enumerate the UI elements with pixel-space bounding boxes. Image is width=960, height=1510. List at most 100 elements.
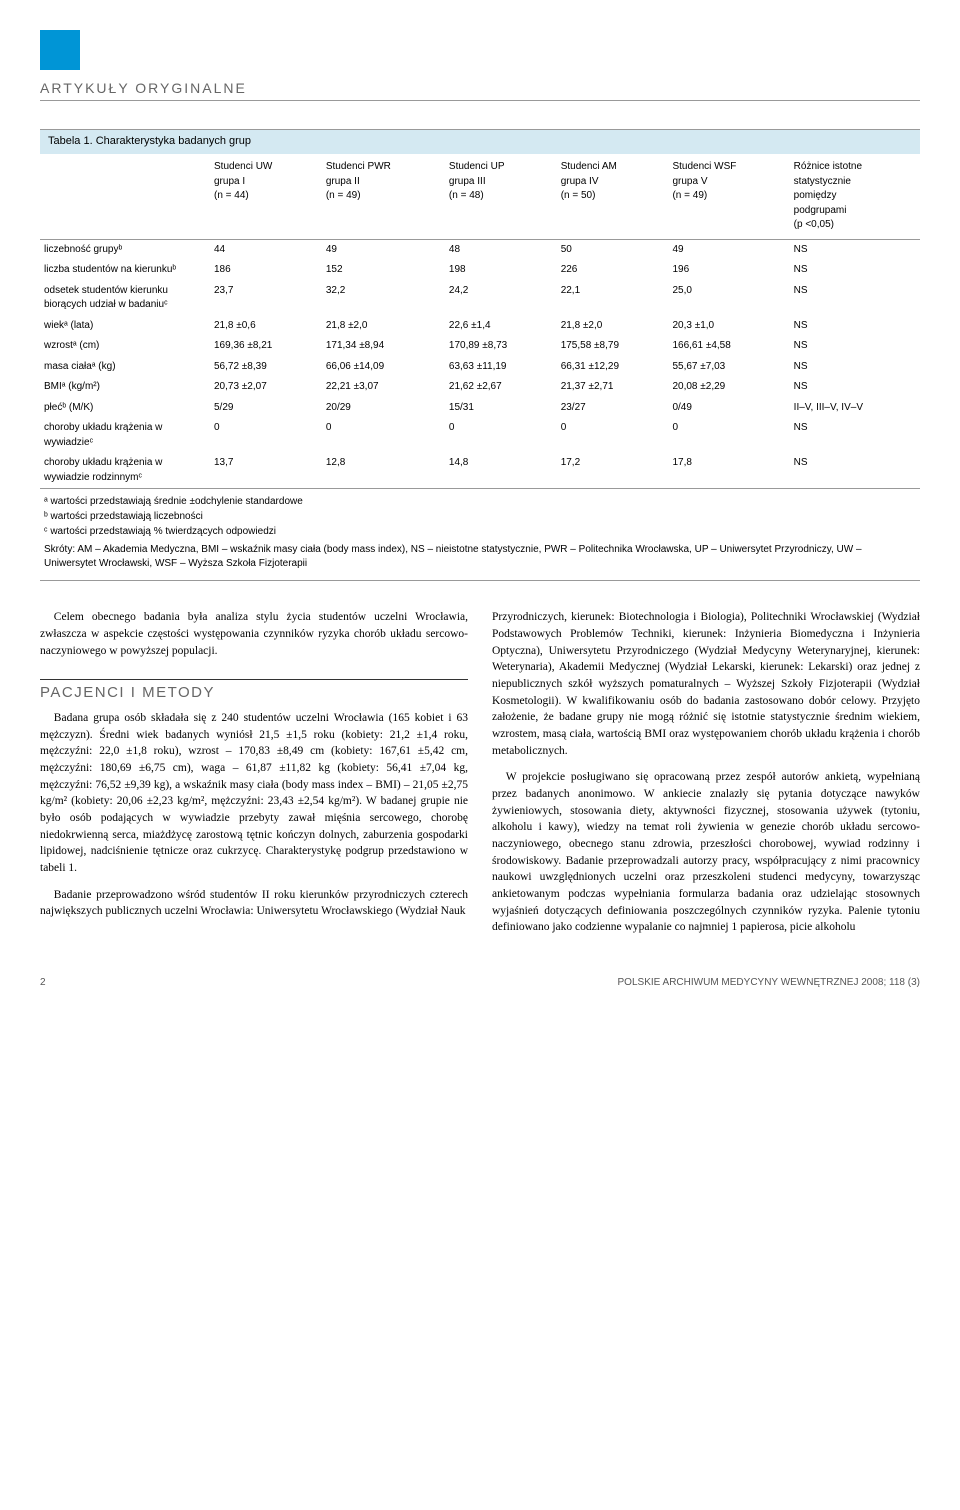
cell-value: 0 bbox=[668, 418, 789, 453]
table-row: choroby układu krążenia w wywiadzie rodz… bbox=[40, 453, 920, 488]
cell-value: 22,6 ±1,4 bbox=[445, 316, 557, 337]
footnote: ᵇ wartości przedstawiają liczebności bbox=[44, 510, 916, 524]
th-line: (n = 44) bbox=[214, 189, 318, 204]
cell-value: 20,08 ±2,29 bbox=[668, 377, 789, 398]
th-line: Studenci UW bbox=[214, 160, 318, 175]
right-column: Przyrodniczych, kierunek: Biotechnologia… bbox=[492, 609, 920, 946]
cell-value: 56,72 ±8,39 bbox=[210, 357, 322, 378]
cell-value: 0 bbox=[557, 418, 669, 453]
th-line: Studenci PWR bbox=[326, 160, 441, 175]
th-line: grupa II bbox=[326, 175, 441, 190]
paragraph: Przyrodniczych, kierunek: Biotechnologia… bbox=[492, 609, 920, 759]
cell-value: 49 bbox=[322, 239, 445, 260]
th-line: Studenci AM bbox=[561, 160, 665, 175]
cell-value: 15/31 bbox=[445, 398, 557, 419]
section-title: ARTYKUŁY ORYGINALNE bbox=[40, 78, 920, 101]
abbreviations: Skróty: AM – Akademia Medyczna, BMI – ws… bbox=[44, 543, 916, 571]
cell-value: 5/29 bbox=[210, 398, 322, 419]
th-col: Studenci UP grupa III (n = 48) bbox=[445, 154, 557, 239]
cell-value: 0/49 bbox=[668, 398, 789, 419]
page-footer: 2 POLSKIE ARCHIWUM MEDYCYNY WEWNĘTRZNEJ … bbox=[40, 976, 920, 991]
cell-value: 0 bbox=[210, 418, 322, 453]
cell-value: 171,34 ±8,94 bbox=[322, 336, 445, 357]
cell-value: 49 bbox=[668, 239, 789, 260]
row-label: płećᵇ (M/K) bbox=[40, 398, 210, 419]
table-row: płećᵇ (M/K)5/2920/2915/3123/270/49II–V, … bbox=[40, 398, 920, 419]
table-row: odsetek studentów kierunku biorących udz… bbox=[40, 281, 920, 316]
cell-value: 66,06 ±14,09 bbox=[322, 357, 445, 378]
cell-value: 25,0 bbox=[668, 281, 789, 316]
table-row: masa ciałaᵃ (kg)56,72 ±8,3966,06 ±14,096… bbox=[40, 357, 920, 378]
cell-value: 12,8 bbox=[322, 453, 445, 488]
cell-value: 22,21 ±3,07 bbox=[322, 377, 445, 398]
cell-value: 226 bbox=[557, 260, 669, 281]
methods-heading: PACJENCI I METODY bbox=[40, 679, 468, 704]
cell-value: NS bbox=[790, 239, 920, 260]
cell-value: 24,2 bbox=[445, 281, 557, 316]
cell-value: II–V, III–V, IV–V bbox=[790, 398, 920, 419]
cell-value: 23/27 bbox=[557, 398, 669, 419]
row-label: wzrostᵃ (cm) bbox=[40, 336, 210, 357]
cell-value: 21,8 ±2,0 bbox=[322, 316, 445, 337]
cell-value: 20,73 ±2,07 bbox=[210, 377, 322, 398]
left-column: Celem obecnego badania była analiza styl… bbox=[40, 609, 468, 946]
cell-value: NS bbox=[790, 316, 920, 337]
row-label: BMIᵃ (kg/m²) bbox=[40, 377, 210, 398]
cell-value: NS bbox=[790, 357, 920, 378]
accent-block bbox=[40, 30, 80, 70]
paragraph: Celem obecnego badania była analiza styl… bbox=[40, 609, 468, 659]
cell-value: NS bbox=[790, 336, 920, 357]
footnote: ᵃ wartości przedstawiają średnie ±odchyl… bbox=[44, 495, 916, 509]
footnote: ᶜ wartości przedstawiają % twierdzących … bbox=[44, 525, 916, 539]
page-number: 2 bbox=[40, 976, 46, 991]
table-row: wiekᵃ (lata)21,8 ±0,621,8 ±2,022,6 ±1,42… bbox=[40, 316, 920, 337]
body-columns: Celem obecnego badania była analiza styl… bbox=[40, 609, 920, 946]
cell-value: NS bbox=[790, 281, 920, 316]
cell-value: 21,8 ±0,6 bbox=[210, 316, 322, 337]
cell-value: 21,62 ±2,67 bbox=[445, 377, 557, 398]
th-col: Studenci WSF grupa V (n = 49) bbox=[668, 154, 789, 239]
cell-value: 198 bbox=[445, 260, 557, 281]
th-line: (n = 49) bbox=[326, 189, 441, 204]
table-caption: Tabela 1. Charakterystyka badanych grup bbox=[40, 129, 920, 154]
cell-value: 20/29 bbox=[322, 398, 445, 419]
cell-value: 175,58 ±8,79 bbox=[557, 336, 669, 357]
cell-value: 170,89 ±8,73 bbox=[445, 336, 557, 357]
th-line: podgrupami bbox=[794, 204, 916, 219]
cell-value: 196 bbox=[668, 260, 789, 281]
cell-value: 66,31 ±12,29 bbox=[557, 357, 669, 378]
cell-value: NS bbox=[790, 260, 920, 281]
table-row: liczba studentów na kierunkuᵇ18615219822… bbox=[40, 260, 920, 281]
cell-value: 186 bbox=[210, 260, 322, 281]
journal-info: POLSKIE ARCHIWUM MEDYCYNY WEWNĘTRZNEJ 20… bbox=[618, 976, 920, 991]
table-footnotes: ᵃ wartości przedstawiają średnie ±odchyl… bbox=[40, 488, 920, 581]
cell-value: 63,63 ±11,19 bbox=[445, 357, 557, 378]
cell-value: 166,61 ±4,58 bbox=[668, 336, 789, 357]
paragraph: Badanie przeprowadzono wśród studentów I… bbox=[40, 887, 468, 920]
cell-value: 20,3 ±1,0 bbox=[668, 316, 789, 337]
paragraph: W projekcie posługiwano się opracowaną p… bbox=[492, 769, 920, 936]
characteristics-table: Studenci UW grupa I (n = 44) Studenci PW… bbox=[40, 154, 920, 488]
th-line: pomiędzy bbox=[794, 189, 916, 204]
th-line: (n = 48) bbox=[449, 189, 553, 204]
cell-value: 50 bbox=[557, 239, 669, 260]
table-header-row: Studenci UW grupa I (n = 44) Studenci PW… bbox=[40, 154, 920, 239]
th-col: Różnice istotne statystycznie pomiędzy p… bbox=[790, 154, 920, 239]
th-line: (n = 50) bbox=[561, 189, 665, 204]
th-line: Różnice istotne bbox=[794, 160, 916, 175]
th-line: Studenci UP bbox=[449, 160, 553, 175]
table-row: choroby układu krążenia w wywiadzieᶜ0000… bbox=[40, 418, 920, 453]
paragraph: Badana grupa osób składała się z 240 stu… bbox=[40, 710, 468, 877]
row-label: liczba studentów na kierunkuᵇ bbox=[40, 260, 210, 281]
cell-value: 152 bbox=[322, 260, 445, 281]
th-line: Studenci WSF bbox=[672, 160, 785, 175]
table-row: liczebność grupyᵇ4449485049NS bbox=[40, 239, 920, 260]
row-label: liczebność grupyᵇ bbox=[40, 239, 210, 260]
cell-value: 14,8 bbox=[445, 453, 557, 488]
row-label: choroby układu krążenia w wywiadzieᶜ bbox=[40, 418, 210, 453]
cell-value: 13,7 bbox=[210, 453, 322, 488]
th-line: grupa IV bbox=[561, 175, 665, 190]
cell-value: 32,2 bbox=[322, 281, 445, 316]
cell-value: 23,7 bbox=[210, 281, 322, 316]
cell-value: 17,2 bbox=[557, 453, 669, 488]
